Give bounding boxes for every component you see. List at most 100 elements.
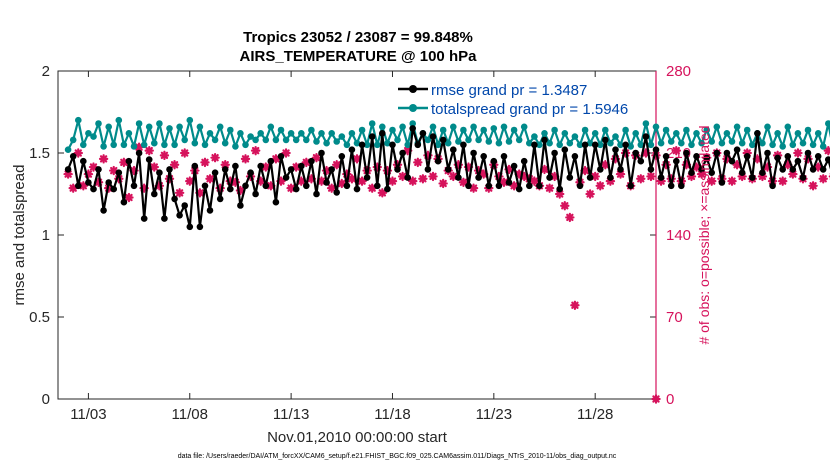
totalspread-point [374,141,381,149]
rmse-point [186,223,194,231]
totalspread-point [64,146,72,153]
rmse-point [667,182,675,190]
rmse-point [536,182,543,190]
rmse-point [485,182,493,190]
totalspread-point [678,139,685,147]
rmse-point [439,136,447,144]
totalspread-point [191,139,199,147]
rmse-point [191,162,199,170]
totalspread-point [673,130,680,137]
rmse-point [308,157,315,165]
right-y-axis-ticks: 070140210280 [650,63,691,408]
totalspread-point [333,138,341,145]
totalspread-point [647,141,655,149]
totalspread-point [612,133,619,140]
left-y-tick-label: 2 [42,63,50,80]
obs-count-marker [332,160,342,170]
totalspread-point [804,126,812,134]
obs-count-marker [570,300,580,310]
rmse-point [242,182,249,190]
rmse-point [348,146,356,153]
obs-count-marker [565,212,575,223]
rmse-point [156,169,163,176]
rmse-point [566,174,574,181]
obs-count-marker [793,148,803,158]
obs-count-marker [671,145,681,156]
totalspread-point [510,126,518,134]
rmse-point [495,182,503,190]
rmse-point [252,190,259,198]
totalspread-point [652,123,660,131]
rmse-point [282,174,290,181]
left-y-tick-label: 0 [42,391,50,408]
rmse-point [333,189,341,196]
obs-count-marker [73,148,83,158]
obs-count-marker [367,183,377,193]
totalspread-point [171,141,178,149]
rmse-point [556,185,563,193]
rmse-point [673,157,680,165]
totalspread-point [500,123,508,131]
rmse-point [657,174,665,181]
rmse-point [80,157,87,165]
totalspread-point [282,136,290,144]
rmse-point [571,153,579,160]
rmse-point [597,166,604,173]
totalspread-point [556,141,563,149]
obs-count-marker [88,162,99,172]
rmse-point [520,157,528,165]
rmse-point [713,149,721,157]
totalspread-point [389,126,396,134]
x-tick-label: 11/18 [374,406,410,423]
obs-count-marker [555,189,565,199]
obs-count-marker [149,162,159,172]
obs-count-marker [509,181,519,191]
totalspread-point [318,130,325,137]
totalspread-point [151,139,158,147]
rmse-point [379,130,386,137]
rmse-point [576,182,584,190]
obs-count-marker [250,145,261,156]
obs-count-marker [636,174,646,184]
obs-count-marker [200,157,210,168]
x-tick-label: 11/28 [577,406,613,423]
totalspread-point [541,130,548,137]
obs-count-marker [560,201,570,211]
rmse-point [130,182,138,190]
rmse-point [804,149,812,157]
totalspread-point [399,123,406,131]
obs-count-marker [408,176,418,186]
rmse-point [232,162,239,170]
totalspread-point [688,141,695,149]
totalspread-point [480,126,488,134]
totalspread-point [100,143,107,150]
obs-count-marker [174,188,185,198]
totalspread-point [247,133,254,140]
obs-count-marker [98,154,109,164]
rmse-point [561,146,569,153]
totalspread-point [632,130,639,137]
totalspread-point [105,123,112,131]
rmse-point [632,149,639,157]
totalspread-point [723,130,731,137]
rmse-point [708,169,715,176]
obs-count-marker [159,150,170,161]
totalspread-point [211,136,219,144]
obs-count-marker [418,174,428,184]
rmse-point [368,133,376,140]
totalspread-point [434,141,442,149]
obs-count-marker [281,148,291,158]
obs-count-marker [544,183,555,193]
totalspread-point [602,126,609,134]
totalspread-point [424,136,432,144]
rmse-point [272,198,280,206]
totalspread-point [90,133,97,140]
obs-count-marker [179,148,190,158]
totalspread-point [140,141,148,149]
totalspread-point [176,123,183,131]
rmse-point [176,212,183,219]
rmse-point [546,174,553,181]
rmse-point [287,166,295,173]
totalspread-point [627,143,634,150]
